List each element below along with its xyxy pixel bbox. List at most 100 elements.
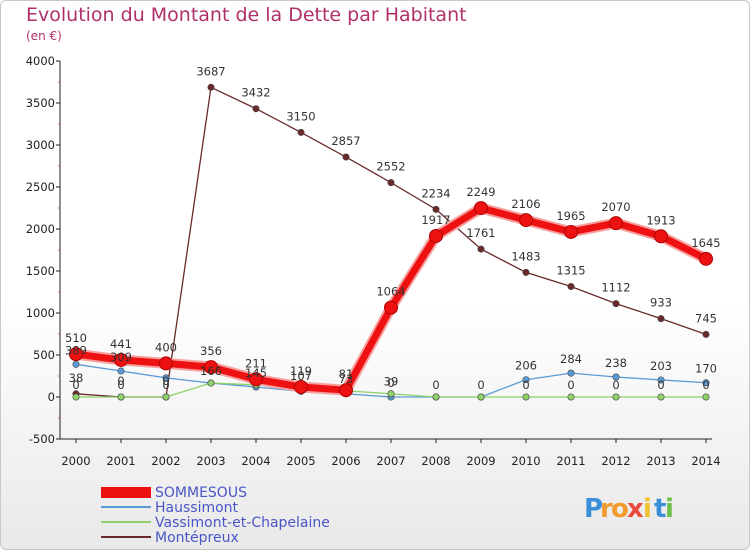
data-label: 170: [695, 362, 717, 376]
data-point: [294, 380, 308, 395]
data-point: [204, 360, 218, 375]
data-label: 2552: [376, 160, 405, 174]
data-label: 0: [117, 374, 124, 388]
x-tick-label: 2014: [691, 454, 720, 468]
y-tick-label: 1500: [26, 264, 55, 278]
data-point: [72, 393, 80, 401]
logo-letter: i: [665, 494, 674, 524]
data-point: [612, 393, 620, 401]
data-point: [567, 283, 575, 291]
data-point: [702, 379, 710, 387]
data-label: 1112: [601, 281, 630, 295]
data-label: 2857: [331, 134, 360, 148]
legend: SOMMESOUSHaussimontVassimont-et-Chapelai…: [101, 485, 330, 546]
data-label: 1064: [376, 285, 405, 299]
data-label: 389: [65, 343, 87, 357]
data-label: 38: [69, 371, 84, 385]
data-point: [609, 216, 623, 231]
legend-label: Montépreux: [155, 530, 239, 546]
data-point: [612, 300, 620, 308]
data-label: 211: [245, 356, 267, 370]
data-point: [342, 153, 350, 161]
data-label: 0: [162, 374, 169, 388]
x-tick-label: 2000: [61, 454, 90, 468]
data-point: [699, 251, 713, 266]
data-point: [162, 374, 170, 382]
data-label: 0: [567, 378, 574, 392]
data-point: [702, 330, 710, 338]
data-label: 238: [605, 356, 627, 370]
data-label: 39: [384, 375, 399, 389]
data-point: [384, 300, 398, 315]
data-label: 0: [522, 378, 529, 392]
x-tick-label: 2002: [151, 454, 180, 468]
data-label: 3432: [241, 86, 270, 100]
data-label: 2234: [421, 186, 450, 200]
x-tick-label: 2007: [376, 454, 405, 468]
logo-letter: P: [584, 494, 603, 524]
x-tick-label: 2012: [601, 454, 630, 468]
chart-subtitle: (en €): [26, 29, 62, 43]
logo-letter: x: [627, 494, 644, 524]
data-label: 0: [162, 378, 169, 392]
data-label: 1913: [646, 213, 675, 227]
data-point: [612, 373, 620, 381]
data-point: [339, 383, 353, 398]
y-tick-label: 3500: [26, 96, 55, 110]
data-point: [522, 376, 530, 384]
data-label: 203: [650, 359, 672, 373]
data-label: 309: [110, 350, 132, 364]
logo-letter: o: [611, 494, 629, 524]
y-tick-label: -500: [29, 432, 55, 446]
data-point: [564, 224, 578, 239]
x-tick-label: 2008: [421, 454, 450, 468]
data-point: [69, 347, 83, 362]
data-label: 73: [339, 372, 354, 386]
data-point: [477, 245, 485, 253]
x-tick-label: 2006: [331, 454, 360, 468]
data-point: [522, 393, 530, 401]
data-label: 0: [702, 378, 709, 392]
data-label: 284: [560, 352, 582, 366]
data-label: 107: [290, 369, 312, 383]
data-point: [657, 393, 665, 401]
logo-letter: i: [643, 494, 652, 524]
data-point: [519, 213, 533, 228]
data-label: 0: [72, 378, 79, 392]
y-tick-label: 2000: [26, 222, 55, 236]
logo-letter: t: [654, 494, 666, 524]
x-tick-label: 2013: [646, 454, 675, 468]
data-point: [387, 390, 395, 398]
data-label: 2106: [511, 197, 540, 211]
data-label: 1645: [691, 236, 720, 250]
y-tick-label: 1000: [26, 306, 55, 320]
y-tick-label: 500: [33, 348, 55, 362]
data-label: 0: [477, 378, 484, 392]
data-point: [72, 360, 80, 368]
data-label: 81: [339, 367, 354, 381]
data-label: 1315: [556, 264, 585, 278]
data-label: 1761: [466, 226, 495, 240]
data-label: 356: [200, 344, 222, 358]
data-point: [207, 83, 215, 91]
data-point: [432, 393, 440, 401]
data-labels: 510 441 400 356 211 119 81 1064 1917 2249 2106 1965…: [65, 64, 721, 392]
x-tick-label: 2009: [466, 454, 495, 468]
data-label: 206: [515, 359, 537, 373]
data-label: 3150: [286, 109, 315, 123]
data-point: [657, 315, 665, 323]
data-label: 933: [650, 296, 672, 310]
y-tick-label: 3000: [26, 138, 55, 152]
x-tick-label: 2004: [241, 454, 270, 468]
data-point: [702, 393, 710, 401]
data-point: [567, 393, 575, 401]
data-label: 0: [117, 378, 124, 392]
data-label: 0: [612, 378, 619, 392]
x-tick-label: 2001: [106, 454, 135, 468]
y-tick-label: 4000: [26, 54, 55, 68]
data-point: [432, 205, 440, 213]
data-point: [207, 379, 215, 387]
legend-swatch: [101, 487, 151, 498]
data-label: 2249: [466, 185, 495, 199]
